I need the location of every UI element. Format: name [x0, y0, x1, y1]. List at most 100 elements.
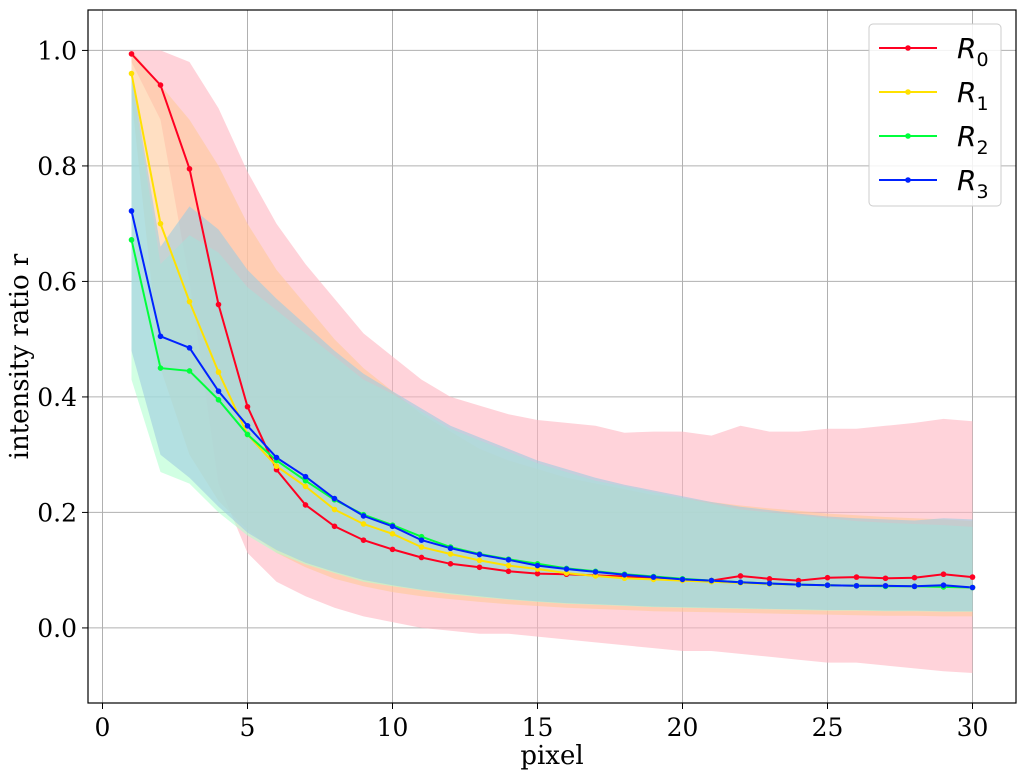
point-r3	[592, 569, 599, 575]
point-r0	[737, 573, 744, 579]
point-r3	[302, 473, 309, 480]
point-r1	[447, 551, 454, 557]
point-r3	[882, 582, 889, 589]
point-r3	[215, 388, 222, 394]
point-r0	[882, 575, 889, 582]
x-tick-label: 0	[95, 713, 111, 742]
point-r3	[969, 584, 976, 591]
point-r3	[186, 345, 193, 351]
x-tick-label: 5	[240, 713, 256, 742]
point-r1	[389, 530, 396, 537]
point-r3	[534, 562, 541, 569]
point-r3	[737, 579, 744, 586]
point-r0	[766, 576, 773, 582]
point-r2	[302, 477, 309, 484]
point-r0	[969, 574, 976, 580]
point-r2	[157, 365, 164, 371]
point-r1	[273, 463, 280, 470]
point-r2	[244, 431, 251, 438]
point-r3	[708, 577, 715, 584]
point-r1	[128, 70, 135, 77]
point-r0	[360, 537, 367, 543]
point-r3	[853, 582, 860, 589]
point-r0	[389, 546, 396, 553]
point-r3	[911, 583, 918, 590]
y-tick-label: 0.4	[37, 383, 77, 412]
point-r3	[650, 574, 657, 580]
legend-box	[868, 23, 1002, 207]
point-r3	[360, 513, 367, 519]
legend-label-subscript: 2	[976, 137, 988, 159]
point-r3	[447, 545, 454, 552]
y-tick-label: 0.2	[37, 498, 77, 527]
y-tick-label: 0.6	[37, 267, 77, 296]
y-tick-label: 0.0	[37, 614, 77, 643]
x-tick-label: 15	[522, 713, 554, 742]
point-r0	[302, 502, 309, 508]
x-tick-label: 25	[812, 713, 844, 742]
legend-marker	[905, 89, 911, 95]
point-r3	[244, 423, 251, 429]
y-tick-label: 0.8	[37, 152, 77, 181]
point-r1	[186, 298, 193, 305]
point-r2	[128, 237, 135, 243]
point-r0	[447, 561, 454, 567]
legend-label-subscript: 3	[976, 181, 988, 203]
point-r3	[679, 576, 686, 583]
confidence-bands	[131, 50, 973, 673]
point-r1	[302, 483, 309, 490]
point-r1	[157, 220, 164, 227]
point-r3	[418, 537, 425, 543]
point-r0	[244, 403, 251, 410]
legend-marker	[905, 177, 911, 183]
point-r0	[128, 51, 135, 57]
point-r0	[505, 568, 512, 575]
line-r3	[130, 210, 973, 589]
point-r1	[592, 573, 599, 579]
x-tick-label: 20	[667, 713, 699, 742]
point-r3	[476, 551, 483, 558]
y-tick-label: 1.0	[37, 36, 77, 65]
legend-marker	[905, 133, 911, 139]
point-r3	[621, 571, 628, 578]
x-tick-label: 10	[377, 713, 409, 742]
point-r0	[795, 577, 802, 584]
line-r0	[130, 53, 973, 582]
point-r0	[331, 523, 338, 530]
point-r1	[331, 506, 338, 513]
point-r1	[476, 557, 483, 564]
legend-marker	[905, 45, 911, 51]
series-points	[128, 51, 976, 591]
point-r0	[215, 301, 222, 308]
legend-label-subscript: 1	[976, 93, 988, 115]
point-r2	[215, 397, 222, 403]
legend-label-subscript: 0	[976, 49, 988, 71]
x-axis-label: pixel	[520, 741, 583, 771]
point-r1	[563, 570, 570, 576]
y-axis-label: intensity ratio r	[5, 253, 35, 459]
point-r2	[186, 368, 193, 374]
axis-ticks: 0 5 10 15 20 25 300.00.20.40.60.81.0	[37, 36, 988, 742]
point-r3	[128, 208, 135, 214]
point-r0	[418, 554, 425, 561]
point-r0	[911, 574, 918, 581]
point-r3	[824, 582, 831, 588]
point-r1	[505, 562, 512, 569]
point-r3	[940, 582, 947, 588]
point-r0	[534, 570, 541, 577]
point-r0	[940, 571, 947, 578]
point-r3	[157, 333, 164, 340]
plot-area-frame	[87, 9, 1017, 704]
point-r0	[824, 574, 831, 581]
point-r1	[360, 521, 367, 527]
point-r3	[766, 580, 773, 587]
point-r0	[476, 564, 483, 571]
point-r3	[331, 495, 338, 502]
point-r3	[273, 454, 280, 461]
point-r3	[389, 523, 396, 530]
point-r3	[795, 581, 802, 588]
point-r0	[157, 82, 164, 88]
point-r1	[418, 544, 425, 550]
